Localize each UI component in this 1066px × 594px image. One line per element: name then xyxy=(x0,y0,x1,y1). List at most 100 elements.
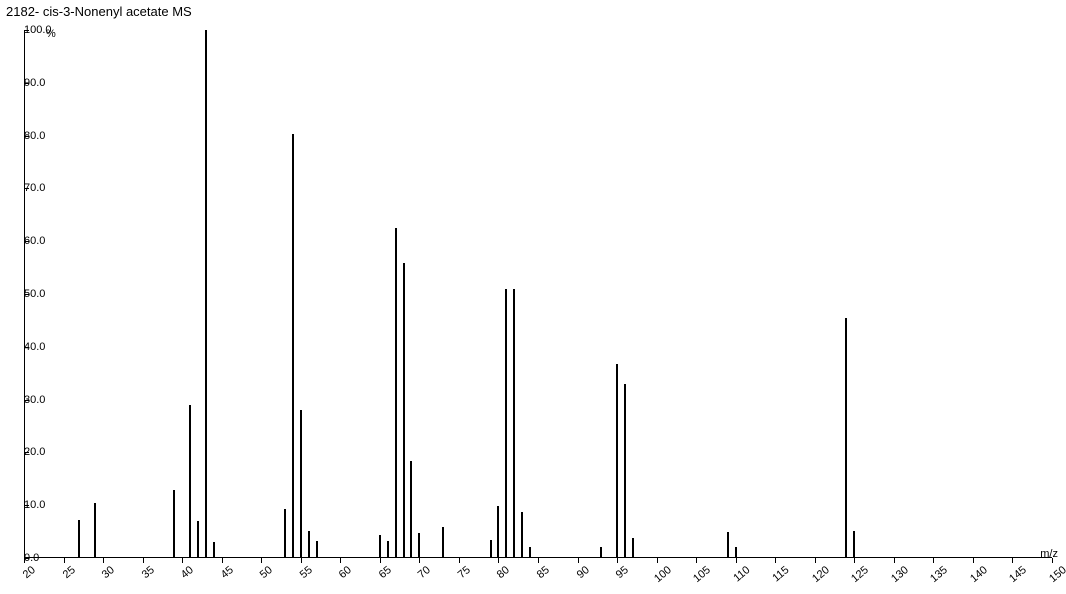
x-tick-label: 105 xyxy=(691,564,713,585)
x-tick-label: 60 xyxy=(337,564,354,581)
x-tick-label: 130 xyxy=(889,564,911,585)
spectrum-peak xyxy=(853,531,855,558)
spectrum-peak xyxy=(442,527,444,558)
x-tick xyxy=(24,558,25,563)
spectrum-peak xyxy=(735,547,737,558)
spectrum-peak xyxy=(379,535,381,558)
spectrum-peak xyxy=(632,538,634,558)
x-tick xyxy=(736,558,737,563)
x-tick-label: 30 xyxy=(100,564,117,581)
ms-spectrum-frame: 2182- cis-3-Nonenyl acetate MS % m/z 0.0… xyxy=(0,0,1066,594)
spectrum-peak xyxy=(387,541,389,558)
spectrum-peak xyxy=(521,512,523,558)
y-tick-label: 30.0 xyxy=(24,394,30,406)
x-tick xyxy=(578,558,579,563)
spectrum-peak xyxy=(418,533,420,558)
x-tick xyxy=(419,558,420,563)
spectrum-peak xyxy=(505,289,507,558)
spectrum-peak xyxy=(616,364,618,558)
x-tick xyxy=(1012,558,1013,563)
spectrum-peak xyxy=(490,540,492,558)
spectrum-peak xyxy=(727,532,729,558)
x-tick xyxy=(696,558,697,563)
x-tick-label: 80 xyxy=(495,564,512,581)
spectrum-peak xyxy=(529,547,531,558)
x-tick xyxy=(933,558,934,563)
x-tick xyxy=(775,558,776,563)
x-tick-label: 110 xyxy=(731,564,752,584)
spectrum-peak xyxy=(403,263,405,558)
spectrum-peak xyxy=(624,384,626,558)
x-tick xyxy=(815,558,816,563)
spectrum-peak xyxy=(284,509,286,558)
x-tick xyxy=(657,558,658,563)
y-tick-label: 50.0 xyxy=(24,288,30,300)
x-tick xyxy=(222,558,223,563)
x-tick-label: 125 xyxy=(849,564,871,585)
y-tick-label: 40.0 xyxy=(24,341,30,353)
y-tick-label: 90.0 xyxy=(24,77,30,89)
x-tick-label: 115 xyxy=(771,564,792,584)
x-tick xyxy=(261,558,262,563)
y-tick-label: 80.0 xyxy=(24,130,30,142)
spectrum-peak xyxy=(197,521,199,558)
x-tick-label: 90 xyxy=(574,564,591,581)
x-tick xyxy=(538,558,539,563)
x-tick-label: 85 xyxy=(535,564,552,581)
x-tick-label: 50 xyxy=(258,564,275,581)
spectrum-peak xyxy=(513,289,515,558)
x-tick-label: 35 xyxy=(139,564,156,581)
x-axis-unit: m/z xyxy=(1040,548,1058,560)
plot-area: % m/z 0.010.020.030.040.050.060.070.080.… xyxy=(24,30,1052,558)
x-tick-label: 150 xyxy=(1047,564,1066,585)
y-tick-label: 20.0 xyxy=(24,446,30,458)
spectrum-peak xyxy=(173,490,175,558)
spectrum-peak xyxy=(94,503,96,558)
spectrum-peak xyxy=(410,461,412,558)
chart-title: 2182- cis-3-Nonenyl acetate MS xyxy=(6,4,192,19)
x-tick-label: 40 xyxy=(179,564,196,581)
x-tick xyxy=(340,558,341,563)
x-tick xyxy=(1052,558,1053,563)
x-tick-label: 95 xyxy=(614,564,631,581)
spectrum-peak xyxy=(316,541,318,558)
spectrum-peak xyxy=(497,506,499,558)
x-tick xyxy=(182,558,183,563)
x-tick xyxy=(143,558,144,563)
plot-inner: % m/z 0.010.020.030.040.050.060.070.080.… xyxy=(24,30,1052,558)
x-tick-label: 100 xyxy=(652,564,674,585)
spectrum-peak xyxy=(78,520,80,558)
x-tick xyxy=(459,558,460,563)
x-tick xyxy=(103,558,104,563)
x-tick xyxy=(498,558,499,563)
x-tick xyxy=(617,558,618,563)
x-tick-label: 70 xyxy=(416,564,433,581)
x-tick-label: 55 xyxy=(298,564,315,581)
x-tick-label: 20 xyxy=(21,564,38,581)
x-tick xyxy=(301,558,302,563)
x-tick xyxy=(380,558,381,563)
x-tick xyxy=(973,558,974,563)
x-tick-label: 75 xyxy=(456,564,473,581)
x-tick-label: 145 xyxy=(1008,564,1030,585)
spectrum-peak xyxy=(600,547,602,558)
spectrum-peak xyxy=(205,30,207,558)
x-tick xyxy=(894,558,895,563)
y-tick-label: 100.0 xyxy=(24,24,30,36)
spectrum-peak xyxy=(189,405,191,558)
y-tick-label: 70.0 xyxy=(24,182,30,194)
x-tick-label: 45 xyxy=(218,564,235,581)
x-tick xyxy=(64,558,65,563)
x-tick-label: 25 xyxy=(60,564,77,581)
y-tick-label: 10.0 xyxy=(24,499,30,511)
spectrum-peak xyxy=(308,531,310,558)
spectrum-peak xyxy=(395,228,397,558)
spectrum-peak xyxy=(845,318,847,558)
x-tick-label: 140 xyxy=(968,564,990,585)
x-tick-label: 135 xyxy=(928,564,950,585)
spectrum-peak xyxy=(292,134,294,558)
x-tick-label: 65 xyxy=(377,564,394,581)
y-tick-label: 60.0 xyxy=(24,235,30,247)
spectrum-peak xyxy=(300,410,302,558)
x-tick xyxy=(854,558,855,563)
